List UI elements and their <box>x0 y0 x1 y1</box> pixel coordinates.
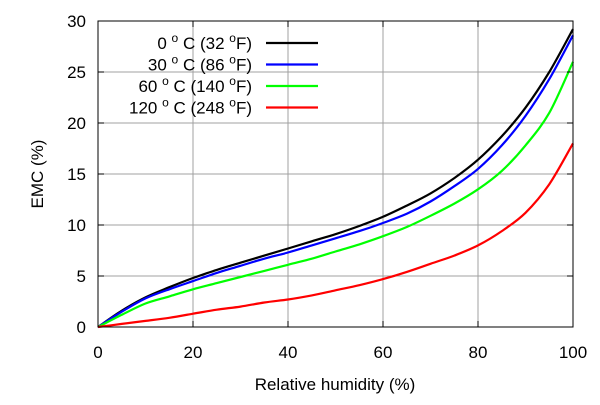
legend-label-120c: 120 o C (248 oF) <box>129 96 252 118</box>
x-tick-label: 80 <box>469 343 488 362</box>
legend-label-60c: 60 o C (140 oF) <box>138 74 252 96</box>
y-tick-label: 25 <box>67 63 86 82</box>
y-tick-label: 15 <box>67 165 86 184</box>
y-tick-label: 20 <box>67 114 86 133</box>
x-tick-label: 40 <box>279 343 298 362</box>
series-line-0c <box>97 28 574 328</box>
series-layer <box>97 28 574 329</box>
y-tick-label: 0 <box>77 318 86 337</box>
legend-label-30c: 30 o C (86 oF) <box>148 53 252 75</box>
x-tick-label: 0 <box>93 343 102 362</box>
x-tick-label: 60 <box>374 343 393 362</box>
series-line-30c <box>97 34 574 328</box>
x-axis-title: Relative humidity (%) <box>255 375 416 394</box>
series-line-120c <box>97 142 574 329</box>
legend-label-0c: 0 o C (32 oF) <box>157 31 252 53</box>
y-tick-label: 10 <box>67 216 86 235</box>
tick-layer: 0 20 40 60 80 100 0 5 10 15 20 25 30 <box>67 12 587 362</box>
y-tick-label: 30 <box>67 12 86 31</box>
x-tick-label: 20 <box>184 343 203 362</box>
grid-layer <box>98 21 573 327</box>
y-tick-label: 5 <box>77 267 86 286</box>
series-line-60c <box>97 61 574 328</box>
x-tick-label: 100 <box>559 343 587 362</box>
legend: 0 o C (32 oF)30 o C (86 oF)60 o C (140 o… <box>129 31 318 118</box>
y-axis-title: EMC (%) <box>28 140 47 209</box>
